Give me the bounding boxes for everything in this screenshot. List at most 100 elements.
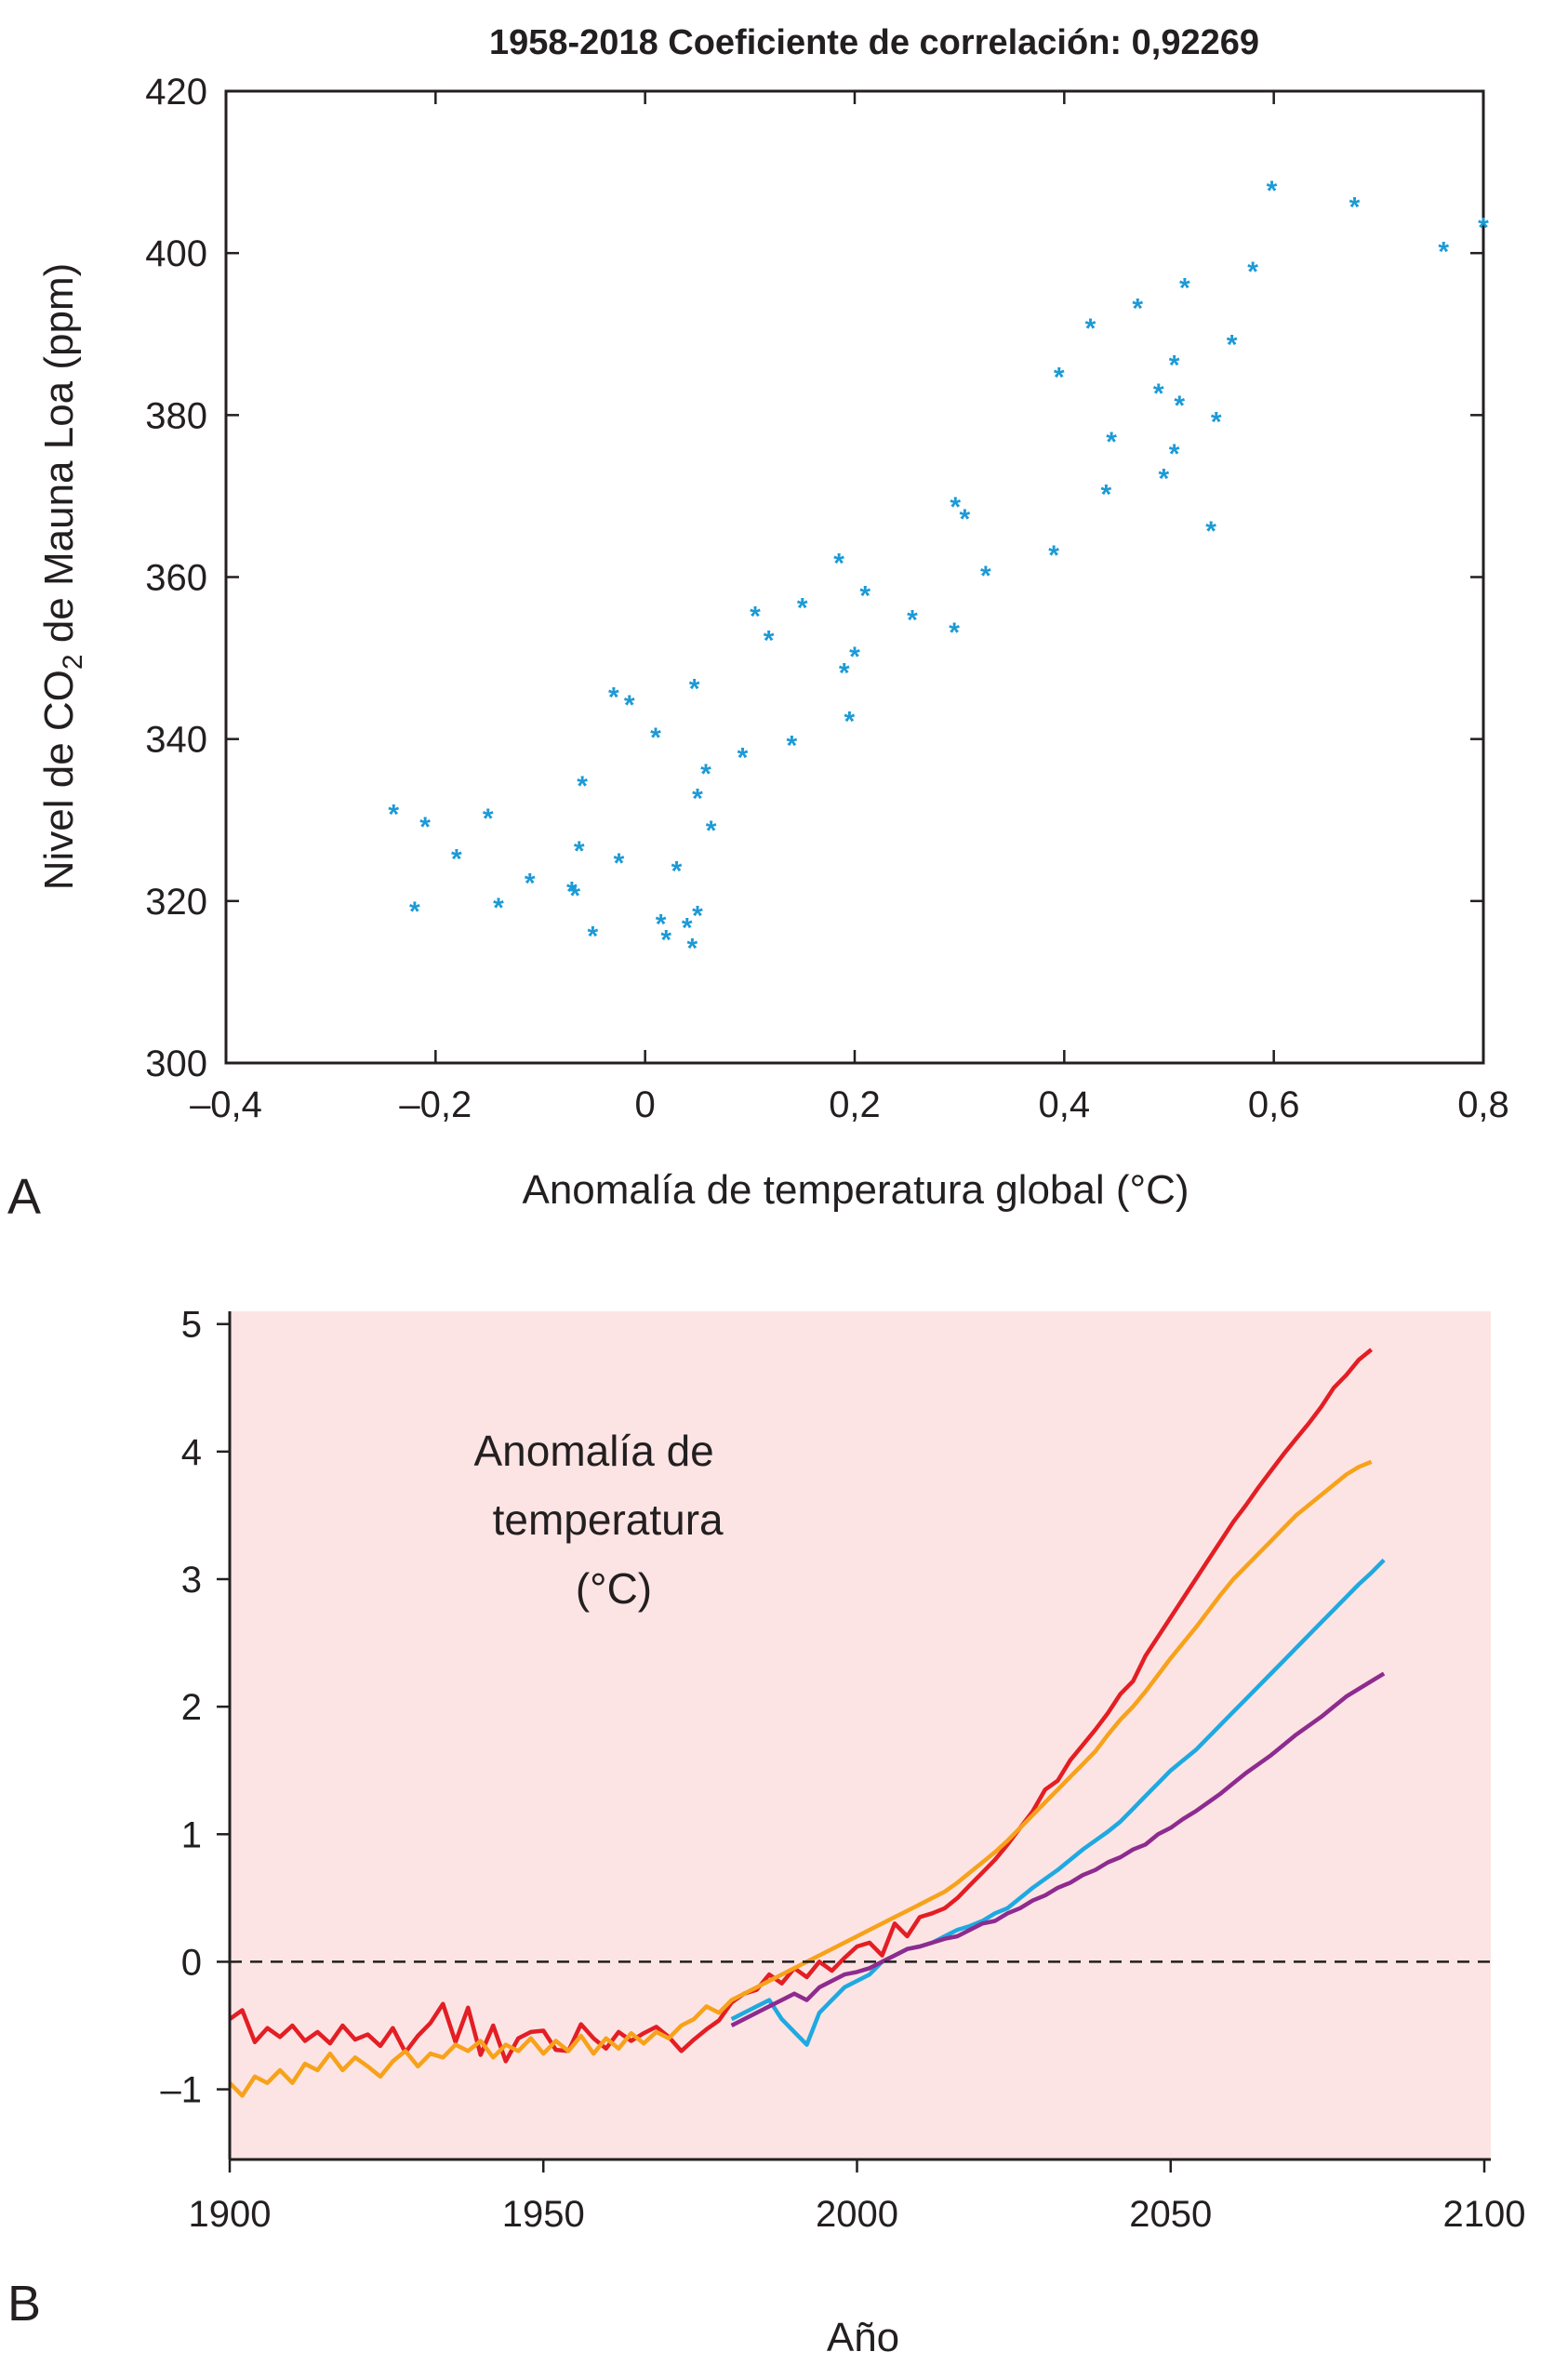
scatter-point: * — [660, 925, 671, 956]
scatter-point: * — [692, 901, 703, 932]
scatter-point: * — [1085, 313, 1096, 344]
scatter-point: * — [577, 771, 588, 802]
line-x-axis-label: Año — [827, 2315, 899, 2360]
temperature-series-line-3 — [730, 1558, 1386, 2047]
scatter-point: * — [950, 492, 961, 523]
scatter-point: * — [687, 933, 698, 963]
line-y-tick-label: –1 — [161, 2070, 203, 2111]
scatter-point: * — [1159, 463, 1170, 494]
line-y-tick-label: 3 — [181, 1560, 202, 1601]
scatter-point: * — [1267, 176, 1278, 206]
scatter-point: * — [650, 723, 661, 753]
scatter-point: * — [849, 642, 860, 672]
temperature-annotation: Anomalía de temperatura (°C) — [473, 1427, 735, 1613]
line-x-tick-label: 2050 — [1129, 2194, 1212, 2235]
scatter-point: * — [833, 549, 844, 579]
scatter-point: * — [493, 893, 504, 923]
annotation-line-2: temperatura — [493, 1495, 724, 1544]
scatter-x-tick-label: 0,6 — [1248, 1084, 1300, 1125]
scatter-point: * — [1169, 439, 1180, 470]
scatter-y-tick-label: 320 — [145, 882, 207, 923]
scatter-point: * — [682, 913, 693, 944]
y-label-subscript: 2 — [58, 654, 88, 670]
line-y-tick-label: 1 — [181, 1814, 202, 1855]
scatter-point: * — [692, 783, 703, 814]
scatter-point: * — [1169, 350, 1180, 380]
scatter-y-tick-label: 360 — [145, 558, 207, 599]
scatter-point: * — [750, 601, 761, 631]
line-panel: 1900 1950 2000 2050 2100 –1 0 1 2 3 4 5 Anomalía d… — [7, 1305, 1525, 2360]
scatter-point: * — [689, 674, 700, 705]
scatter-point: * — [1478, 212, 1489, 243]
line-series-group — [230, 1348, 1386, 2098]
scatter-point: * — [700, 759, 711, 790]
scatter-point: * — [566, 876, 578, 907]
y-label-part-1: Nivel de CO — [36, 670, 82, 890]
scatter-point: * — [1153, 379, 1164, 409]
scatter-point: * — [1247, 257, 1258, 287]
scatter-y-axis-label: Nivel de CO2 de Mauna Loa (ppm) — [36, 263, 88, 891]
scatter-point: * — [787, 731, 798, 762]
line-x-tick-label: 1950 — [502, 2194, 585, 2235]
line-y-tick-label: 2 — [181, 1687, 202, 1728]
scatter-y-tick-label: 340 — [145, 720, 207, 761]
temperature-series-line-2 — [230, 1459, 1373, 2098]
scatter-point: * — [608, 682, 619, 712]
annotation-line-3: (°C) — [576, 1564, 652, 1613]
scatter-point: * — [388, 800, 399, 830]
scatter-point: * — [525, 869, 536, 899]
scatter-point: * — [859, 581, 870, 612]
scatter-x-axis-label: Anomalía de temperatura global (°C) — [522, 1167, 1189, 1213]
scatter-point: * — [574, 836, 585, 867]
scatter-point: * — [959, 504, 970, 535]
scatter-point: * — [483, 804, 494, 834]
scatter-point: * — [844, 707, 856, 737]
scatter-point: * — [1048, 540, 1059, 571]
scatter-point: * — [569, 881, 580, 911]
scatter-point: * — [1227, 330, 1238, 361]
scatter-point: * — [1179, 273, 1190, 304]
scatter-point: * — [1054, 362, 1065, 392]
scatter-x-ticks: –0,4 –0,2 0 0,2 0,4 0,6 0,8 — [190, 91, 1509, 1125]
scatter-point: * — [907, 605, 918, 636]
scatter-point: * — [764, 625, 775, 656]
panel-letter-a: A — [7, 1169, 41, 1225]
scatter-x-tick-label: 0,8 — [1457, 1084, 1509, 1125]
line-x-tick-label: 2000 — [816, 2194, 898, 2235]
scatter-y-tick-label: 300 — [145, 1043, 207, 1084]
scatter-x-tick-label: 0,4 — [1039, 1084, 1091, 1125]
line-x-tick-label: 2100 — [1443, 2194, 1526, 2235]
scatter-point: * — [614, 848, 625, 879]
line-x-ticks: 1900 1950 2000 2050 2100 — [189, 2159, 1526, 2235]
scatter-point: * — [671, 857, 683, 887]
scatter-panel: 1958-2018 Coeficiente de correlación: 0,… — [7, 23, 1509, 1225]
line-y-tick-label: 0 — [181, 1942, 202, 1983]
scatter-point: * — [624, 690, 635, 721]
temperature-series-line-4 — [730, 1671, 1386, 2028]
scatter-point: * — [1349, 193, 1361, 223]
scatter-point: * — [409, 897, 420, 927]
scatter-point: * — [706, 816, 717, 846]
line-x-tick-label: 1900 — [189, 2194, 272, 2235]
panel-letter-b: B — [7, 2276, 41, 2332]
line-y-tick-label: 4 — [181, 1432, 202, 1473]
scatter-point: * — [1174, 391, 1185, 421]
scatter-y-tick-label: 420 — [145, 72, 207, 113]
y-label-part-2: de Mauna Loa (ppm) — [36, 263, 82, 655]
scatter-point: * — [1101, 480, 1112, 511]
temperature-series-line-1 — [230, 1348, 1374, 2064]
scatter-point: * — [587, 921, 598, 951]
scatter-y-tick-label: 400 — [145, 233, 207, 274]
scatter-x-tick-label: 0,2 — [829, 1084, 881, 1125]
line-y-tick-label: 5 — [181, 1305, 202, 1346]
scatter-point: * — [949, 618, 960, 648]
scatter-points: ******* ****************************** ***… — [388, 176, 1489, 963]
scatter-y-ticks: 300 320 340 360 380 400 420 — [145, 72, 1483, 1084]
scatter-point: * — [451, 844, 462, 875]
scatter-x-tick-label: 0 — [635, 1084, 656, 1125]
scatter-point: * — [839, 658, 850, 688]
scatter-point: * — [1106, 427, 1117, 458]
scatter-y-tick-label: 380 — [145, 395, 207, 436]
scatter-point: * — [1132, 293, 1143, 324]
scatter-x-tick-label: –0,4 — [190, 1084, 262, 1125]
